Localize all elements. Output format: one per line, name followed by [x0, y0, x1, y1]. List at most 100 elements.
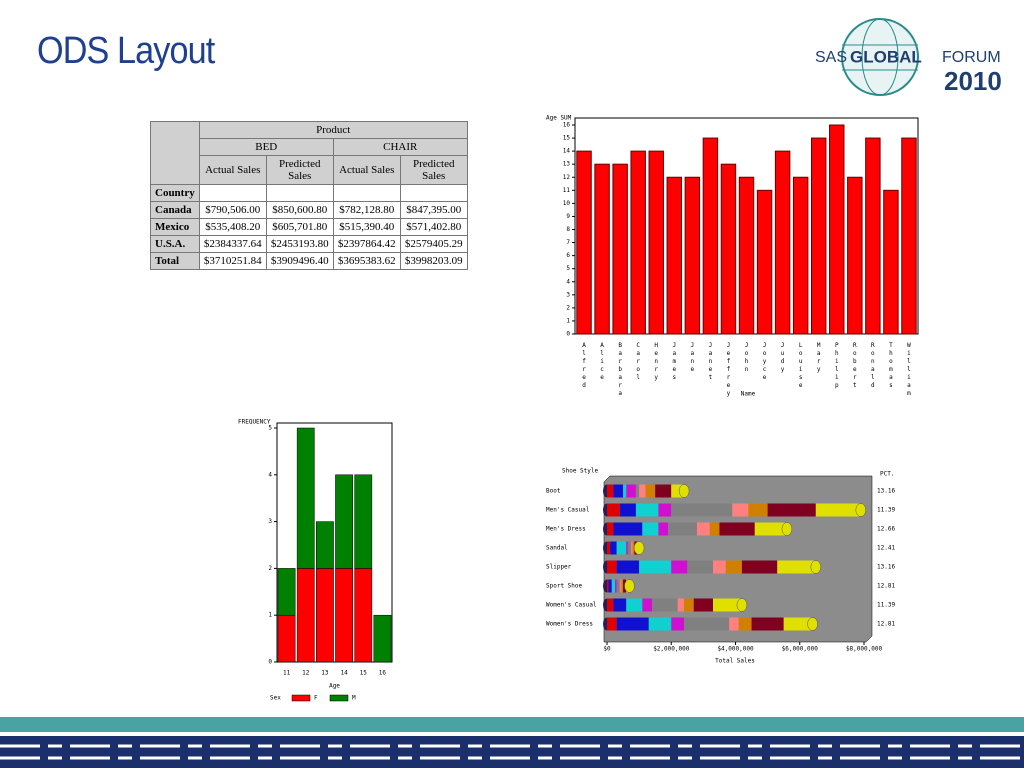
category-label: Slipper [546, 564, 572, 571]
y-tick-label: 16 [563, 122, 571, 129]
x-tick-label: $2,000,000 [653, 646, 690, 653]
cylinder-segment [668, 522, 697, 536]
cylinder-segment [607, 522, 614, 536]
row-header: Mexico [150, 218, 200, 236]
x-tick-label: Henry [653, 342, 660, 382]
cylinder-segment [635, 484, 640, 498]
x-tick-label: 11 [283, 670, 291, 677]
cylinder-segment [655, 484, 672, 498]
bar-segment [296, 427, 315, 569]
cylinder-segment [607, 579, 609, 593]
logo-global: GLOBAL [850, 47, 922, 66]
cylinder-segment [607, 560, 617, 574]
pct-value: 13.16 [877, 488, 895, 495]
cylinder-segment [709, 522, 720, 536]
y-tick-label: 15 [563, 135, 571, 142]
x-tick-label: Janet [707, 342, 714, 382]
cylinder-segment [658, 522, 669, 536]
legend-swatch [329, 694, 349, 702]
category-label: Women's Casual [546, 602, 597, 609]
plot-floor [603, 475, 873, 643]
cylinder-segment [615, 579, 617, 593]
bar-segment [373, 614, 392, 663]
cylinder-segment [613, 522, 643, 536]
cylinder-segment [616, 560, 640, 574]
y-tick-label: 0 [268, 659, 272, 666]
x-tick-label: Philip [833, 342, 840, 390]
cylinder-segment [631, 541, 633, 555]
cylinder-segment [626, 541, 628, 555]
bar [648, 150, 664, 335]
value-cell: $515,390.40 [332, 218, 401, 236]
cylinder-segment [613, 484, 624, 498]
cylinder-segment [607, 503, 620, 517]
y-tick-label: 1 [566, 317, 570, 324]
pct-value: 12.81 [877, 583, 895, 590]
cylinder-segment [696, 522, 710, 536]
y-tick-label: 3 [268, 518, 272, 525]
cylinder-segment [693, 598, 714, 612]
slide-title: ODS Layout [37, 30, 215, 72]
legend-swatch [291, 694, 311, 702]
value-cell: $2579405.29 [399, 235, 468, 253]
cylinder-segment [623, 484, 627, 498]
bar-segment [335, 474, 353, 569]
y-tick-label: 3 [566, 291, 570, 298]
cylinder-segment [677, 598, 685, 612]
bar [576, 150, 592, 335]
cylinder-segment [611, 579, 616, 593]
bar [594, 163, 610, 335]
y-tick-label: 5 [268, 425, 272, 432]
cylinder-segment [607, 617, 617, 631]
bar [756, 189, 773, 335]
y-tick-label: 9 [566, 213, 570, 220]
cylinder-segment [738, 617, 752, 631]
pct-value: 13.16 [877, 564, 895, 571]
value-cell: $2397864.42 [332, 235, 401, 253]
cylinder-segment [815, 503, 861, 517]
pct-value: 12.66 [877, 526, 895, 533]
cylinder-segment [741, 560, 778, 574]
category-label: Boot [546, 488, 561, 495]
y-tick-label: 11 [563, 187, 571, 194]
pct-label: PCT. [880, 471, 894, 478]
cylinder-segment [608, 579, 612, 593]
category-label: Women's Dress [546, 621, 593, 628]
x-tick-label: $4,000,000 [717, 646, 754, 653]
footer-motif [0, 744, 1024, 760]
footer-band [0, 717, 1024, 732]
x-tick-label: $6,000,000 [782, 646, 819, 653]
bar [792, 176, 809, 335]
row-header: Canada [150, 201, 200, 219]
cylinder-segment [713, 560, 726, 574]
cylinder-segment [621, 579, 624, 593]
table-row: Canada $790,506.00 $850,600.80 $782,128.80 $… [150, 201, 468, 219]
logo-year: 2010 [944, 66, 1002, 96]
row-header: U.S.A. [150, 235, 200, 253]
x-tick-label: 15 [360, 670, 368, 677]
row-header-title: Country [150, 184, 200, 202]
value-cell: $3710251.84 [198, 252, 267, 270]
cylinder-segment [607, 541, 611, 555]
cylinder-cap [855, 503, 867, 517]
group-header: BED [198, 138, 334, 156]
x-tick-label: Alice [599, 342, 606, 382]
cylinder-cap [624, 579, 635, 593]
column-header: Actual Sales [198, 155, 267, 185]
x-tick-label: Judy [779, 342, 786, 374]
empty-cell [198, 184, 267, 202]
x-tick-label: 12 [302, 670, 310, 677]
legend-label: F [314, 695, 318, 702]
cylinder-segment [671, 503, 733, 517]
footer [0, 717, 1024, 768]
logo-sas: SAS [815, 49, 847, 66]
x-tick-label: Barbara [617, 342, 624, 398]
table-row: Country [150, 184, 468, 202]
pct-value: 11.39 [877, 507, 895, 514]
cylinder-segment [607, 484, 614, 498]
bar [829, 124, 845, 335]
cylinder-cap [807, 617, 818, 631]
cylinder-segment [783, 617, 813, 631]
category-label: Sandal [546, 545, 568, 552]
